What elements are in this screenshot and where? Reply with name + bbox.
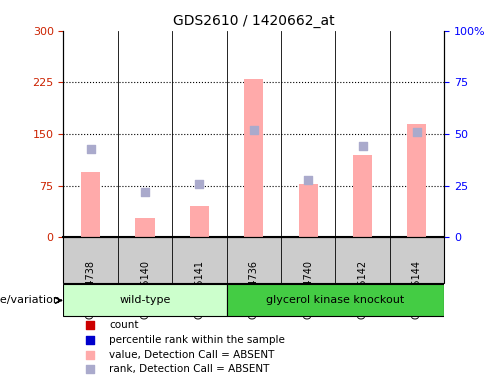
Text: GSM105140: GSM105140: [140, 260, 150, 319]
Text: GSM105141: GSM105141: [194, 260, 204, 319]
Text: GSM105144: GSM105144: [412, 260, 422, 319]
Point: [359, 143, 366, 149]
Point: [86, 351, 94, 358]
Text: glycerol kinase knockout: glycerol kinase knockout: [266, 295, 405, 305]
Bar: [81, 172, 100, 237]
Bar: [244, 79, 264, 237]
Text: GSM104738: GSM104738: [85, 260, 96, 319]
Point: [304, 177, 312, 183]
Bar: [63, 237, 444, 283]
Text: value, Detection Call = ABSENT: value, Detection Call = ABSENT: [109, 349, 274, 359]
Point: [413, 129, 421, 135]
Bar: [407, 124, 427, 237]
Point: [86, 366, 94, 372]
Bar: [63, 285, 226, 316]
Text: genotype/variation: genotype/variation: [0, 295, 61, 305]
Bar: [353, 155, 372, 237]
Text: GSM105142: GSM105142: [358, 260, 367, 319]
Text: percentile rank within the sample: percentile rank within the sample: [109, 335, 285, 345]
Text: count: count: [109, 321, 139, 331]
Text: GSM104740: GSM104740: [303, 260, 313, 319]
Point: [141, 189, 149, 195]
Bar: [226, 285, 444, 316]
Text: wild-type: wild-type: [120, 295, 171, 305]
Point: [86, 323, 94, 329]
Bar: [299, 184, 318, 237]
Text: GSM104736: GSM104736: [249, 260, 259, 319]
Point: [87, 146, 95, 152]
Point: [196, 180, 203, 187]
Bar: [190, 207, 209, 237]
Title: GDS2610 / 1420662_at: GDS2610 / 1420662_at: [173, 14, 335, 28]
Point: [86, 337, 94, 343]
Point: [250, 127, 258, 133]
Bar: [136, 218, 155, 237]
Text: rank, Detection Call = ABSENT: rank, Detection Call = ABSENT: [109, 364, 269, 374]
